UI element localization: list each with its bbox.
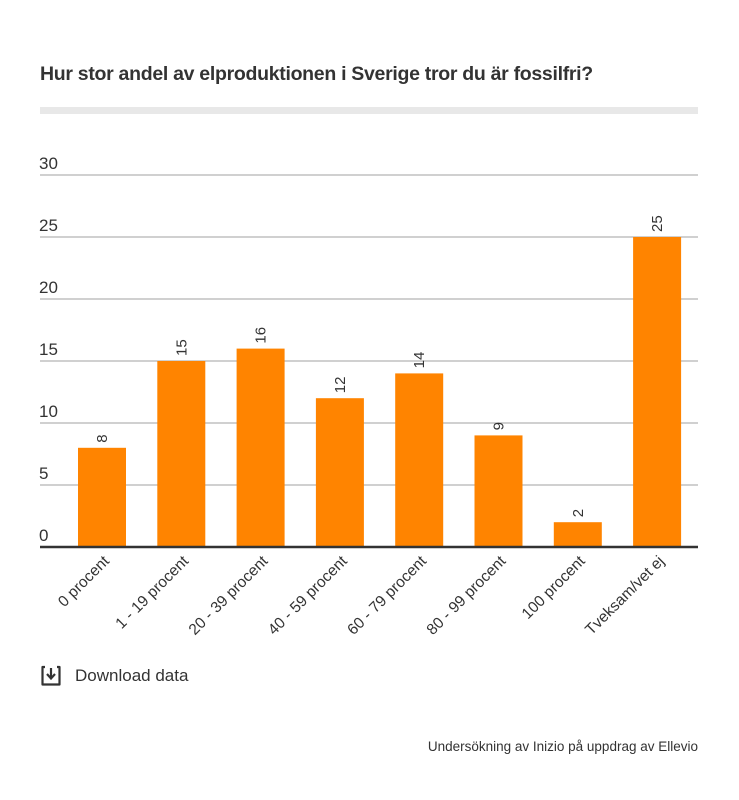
y-axis-ticks: 0 5 10 15 20 25 30: [39, 154, 58, 545]
data-label: 8: [94, 434, 111, 442]
data-label: 2: [570, 509, 587, 517]
x-tick-label: 80 - 99 procent: [424, 552, 510, 638]
bar: [395, 373, 444, 547]
bar: [78, 447, 126, 547]
x-tick-label: 20 - 39 procent: [186, 552, 272, 638]
bars: [78, 237, 682, 547]
x-tick-label: 40 - 59 procent: [265, 552, 351, 638]
data-label: 12: [332, 377, 349, 394]
y-tick-label: 30: [39, 154, 58, 173]
x-tick-label: 100 procent: [519, 552, 589, 622]
x-tick-label: 1 - 19 procent: [112, 552, 192, 632]
gridlines: [40, 174, 698, 486]
y-tick-label: 0: [39, 526, 48, 545]
bar: [553, 522, 602, 547]
data-labels: 8 15 16 12 14 9 2 25: [94, 215, 666, 517]
y-tick-label: 20: [39, 278, 58, 297]
x-tick-label: 0 procent: [55, 552, 113, 610]
y-tick-label: 25: [39, 216, 58, 235]
download-data-label: Download data: [75, 666, 189, 685]
bar: [633, 237, 682, 547]
title-divider: [40, 107, 698, 114]
y-tick-label: 5: [39, 464, 48, 483]
download-data-button[interactable]: Download data: [40, 665, 188, 687]
x-tick-label: Tveksam/vet ej: [582, 553, 668, 639]
data-label: 9: [491, 422, 508, 430]
source-note: Undersökning av Inizio på uppdrag av Ell…: [427, 739, 698, 754]
data-label: 25: [649, 215, 666, 232]
data-label: 14: [411, 352, 428, 369]
data-label: 16: [253, 327, 270, 344]
bar-chart: 0 5 10 15 20 25 30 8 15 16 12 14 9 2 25 0 procent 1 - …: [39, 154, 698, 639]
x-tick-label: 60 - 79 procent: [344, 552, 430, 638]
bar: [315, 398, 364, 547]
data-label: 15: [173, 339, 190, 356]
chart-title: Hur stor andel av elproduktionen i Sveri…: [40, 63, 593, 85]
bar: [157, 361, 206, 547]
bar: [236, 348, 285, 547]
bar: [474, 435, 523, 547]
y-tick-label: 15: [39, 340, 58, 359]
download-icon: [41, 665, 61, 686]
y-tick-label: 10: [39, 402, 58, 421]
